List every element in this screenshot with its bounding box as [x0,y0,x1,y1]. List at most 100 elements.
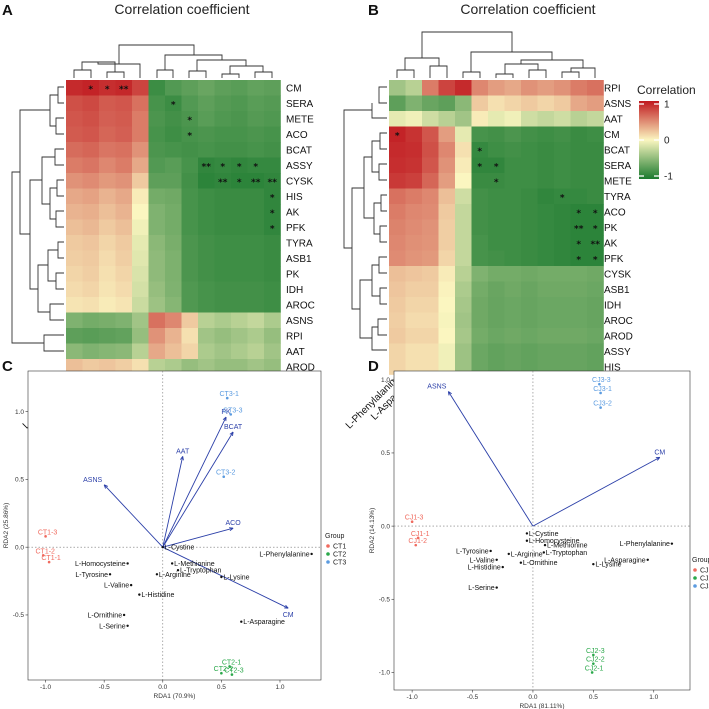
heatmap-cell [132,219,149,236]
heatmap-cell [231,173,248,189]
heatmap-cell [247,173,265,189]
heatmap-cell [587,312,604,329]
significance-mark: * [220,162,225,172]
heatmap-cell [148,266,166,282]
color-legend-bar [639,101,659,179]
heatmap-cell [405,297,423,313]
heatmap-cell [148,343,166,360]
heatmap-cell [471,312,489,329]
heatmap-cell [570,343,588,360]
heatmap-cell [198,312,215,329]
metabolite-point [126,562,129,565]
significance-mark: * [253,162,258,172]
heatmap-cell [264,126,281,143]
heatmap-cell [165,250,182,267]
heatmap-cell [422,219,439,236]
row-label: PFK [604,254,624,265]
group-legend-label: CJ3 [700,584,709,591]
heatmap-cell [198,142,215,158]
heatmap-cell [247,111,265,127]
heatmap-cell [422,95,439,112]
metabolite-point [489,549,492,553]
heatmap-cell [181,204,199,220]
heatmap-cell [264,281,281,298]
sample-point [598,382,601,386]
row-label: TYRA [286,238,313,249]
heatmap-cell [165,266,182,282]
heatmap-cell [438,281,456,298]
y-tick-label: 0.5 [15,477,24,484]
heatmap-cell [422,281,439,298]
heatmap-cell [455,328,472,344]
heatmap-cell [488,204,505,220]
row-label: IDH [604,300,621,311]
heatmap-cell [115,343,133,360]
heatmap-cell [405,219,423,236]
significance-mark: * [593,255,598,265]
x-tick-label: 0.0 [528,694,537,701]
heatmap-cell [537,219,555,236]
heatmap-cell [165,173,182,189]
heatmap-cell [214,250,232,267]
dendrogram-branch [495,73,514,78]
heatmap-cell [471,126,489,143]
heatmap-cell [389,80,406,96]
heatmap-cell [438,173,456,189]
heatmap-cell [389,343,406,360]
heatmap-cell [455,235,472,251]
dendrogram-branch [56,179,64,197]
heatmap-cell [82,80,100,96]
heatmap-cell [455,95,472,112]
heatmap-cell [115,312,133,329]
env-arrow [162,527,234,548]
heatmap-cell [214,111,232,127]
heatmap-cell [554,95,571,112]
heatmap-cell [455,157,472,174]
metabolite-point [592,562,595,566]
heatmap-cell [422,250,439,267]
heatmap-cell [231,328,248,344]
heatmap-cell [132,126,149,143]
dendrogram-branch [19,109,50,235]
heatmap-cell [231,80,248,96]
heatmap-cell [66,142,83,158]
heatmap-cell [389,281,406,298]
heatmap-cell [537,204,555,220]
dendrogram-branch [57,86,64,104]
heatmap-cell [521,281,538,298]
dendrogram-branch [43,334,64,352]
group-legend-label: CT1 [333,544,346,551]
heatmap-cell [82,157,100,174]
sample-point [222,475,226,479]
heatmap-cell [389,266,406,282]
heatmap-cell [438,219,456,236]
heatmap-cell [132,328,149,344]
heatmap-cell [247,343,265,360]
metabolite-point [495,558,498,561]
heatmap-cell [455,188,472,205]
heatmap-cell [198,297,215,313]
group-legend-label: CT3 [333,560,346,567]
heatmap-cell [99,173,116,189]
heatmap-cell [405,188,423,205]
heatmap-cell [521,343,538,360]
plot-area [393,370,691,691]
heatmap-cell [389,250,406,267]
dendrogram-branch [49,187,57,220]
heatmap-cell [99,126,116,143]
heatmap-cell [438,142,456,158]
heatmap-cell [82,312,100,329]
heatmap-cell [247,188,265,205]
dendrogram-branch [429,65,448,78]
heatmap-cell [198,80,215,96]
heatmap-cell [132,312,149,329]
heatmap-cell [82,126,100,143]
heatmap-cell [389,126,406,143]
heatmap-cell [471,142,489,158]
heatmap-cell [570,157,588,174]
heatmap-cell [570,204,588,220]
heatmap-cell [488,126,505,143]
metabolite-point [126,624,129,627]
env-arrow-label: ACO [226,520,242,527]
env-arrow-head [229,527,234,532]
